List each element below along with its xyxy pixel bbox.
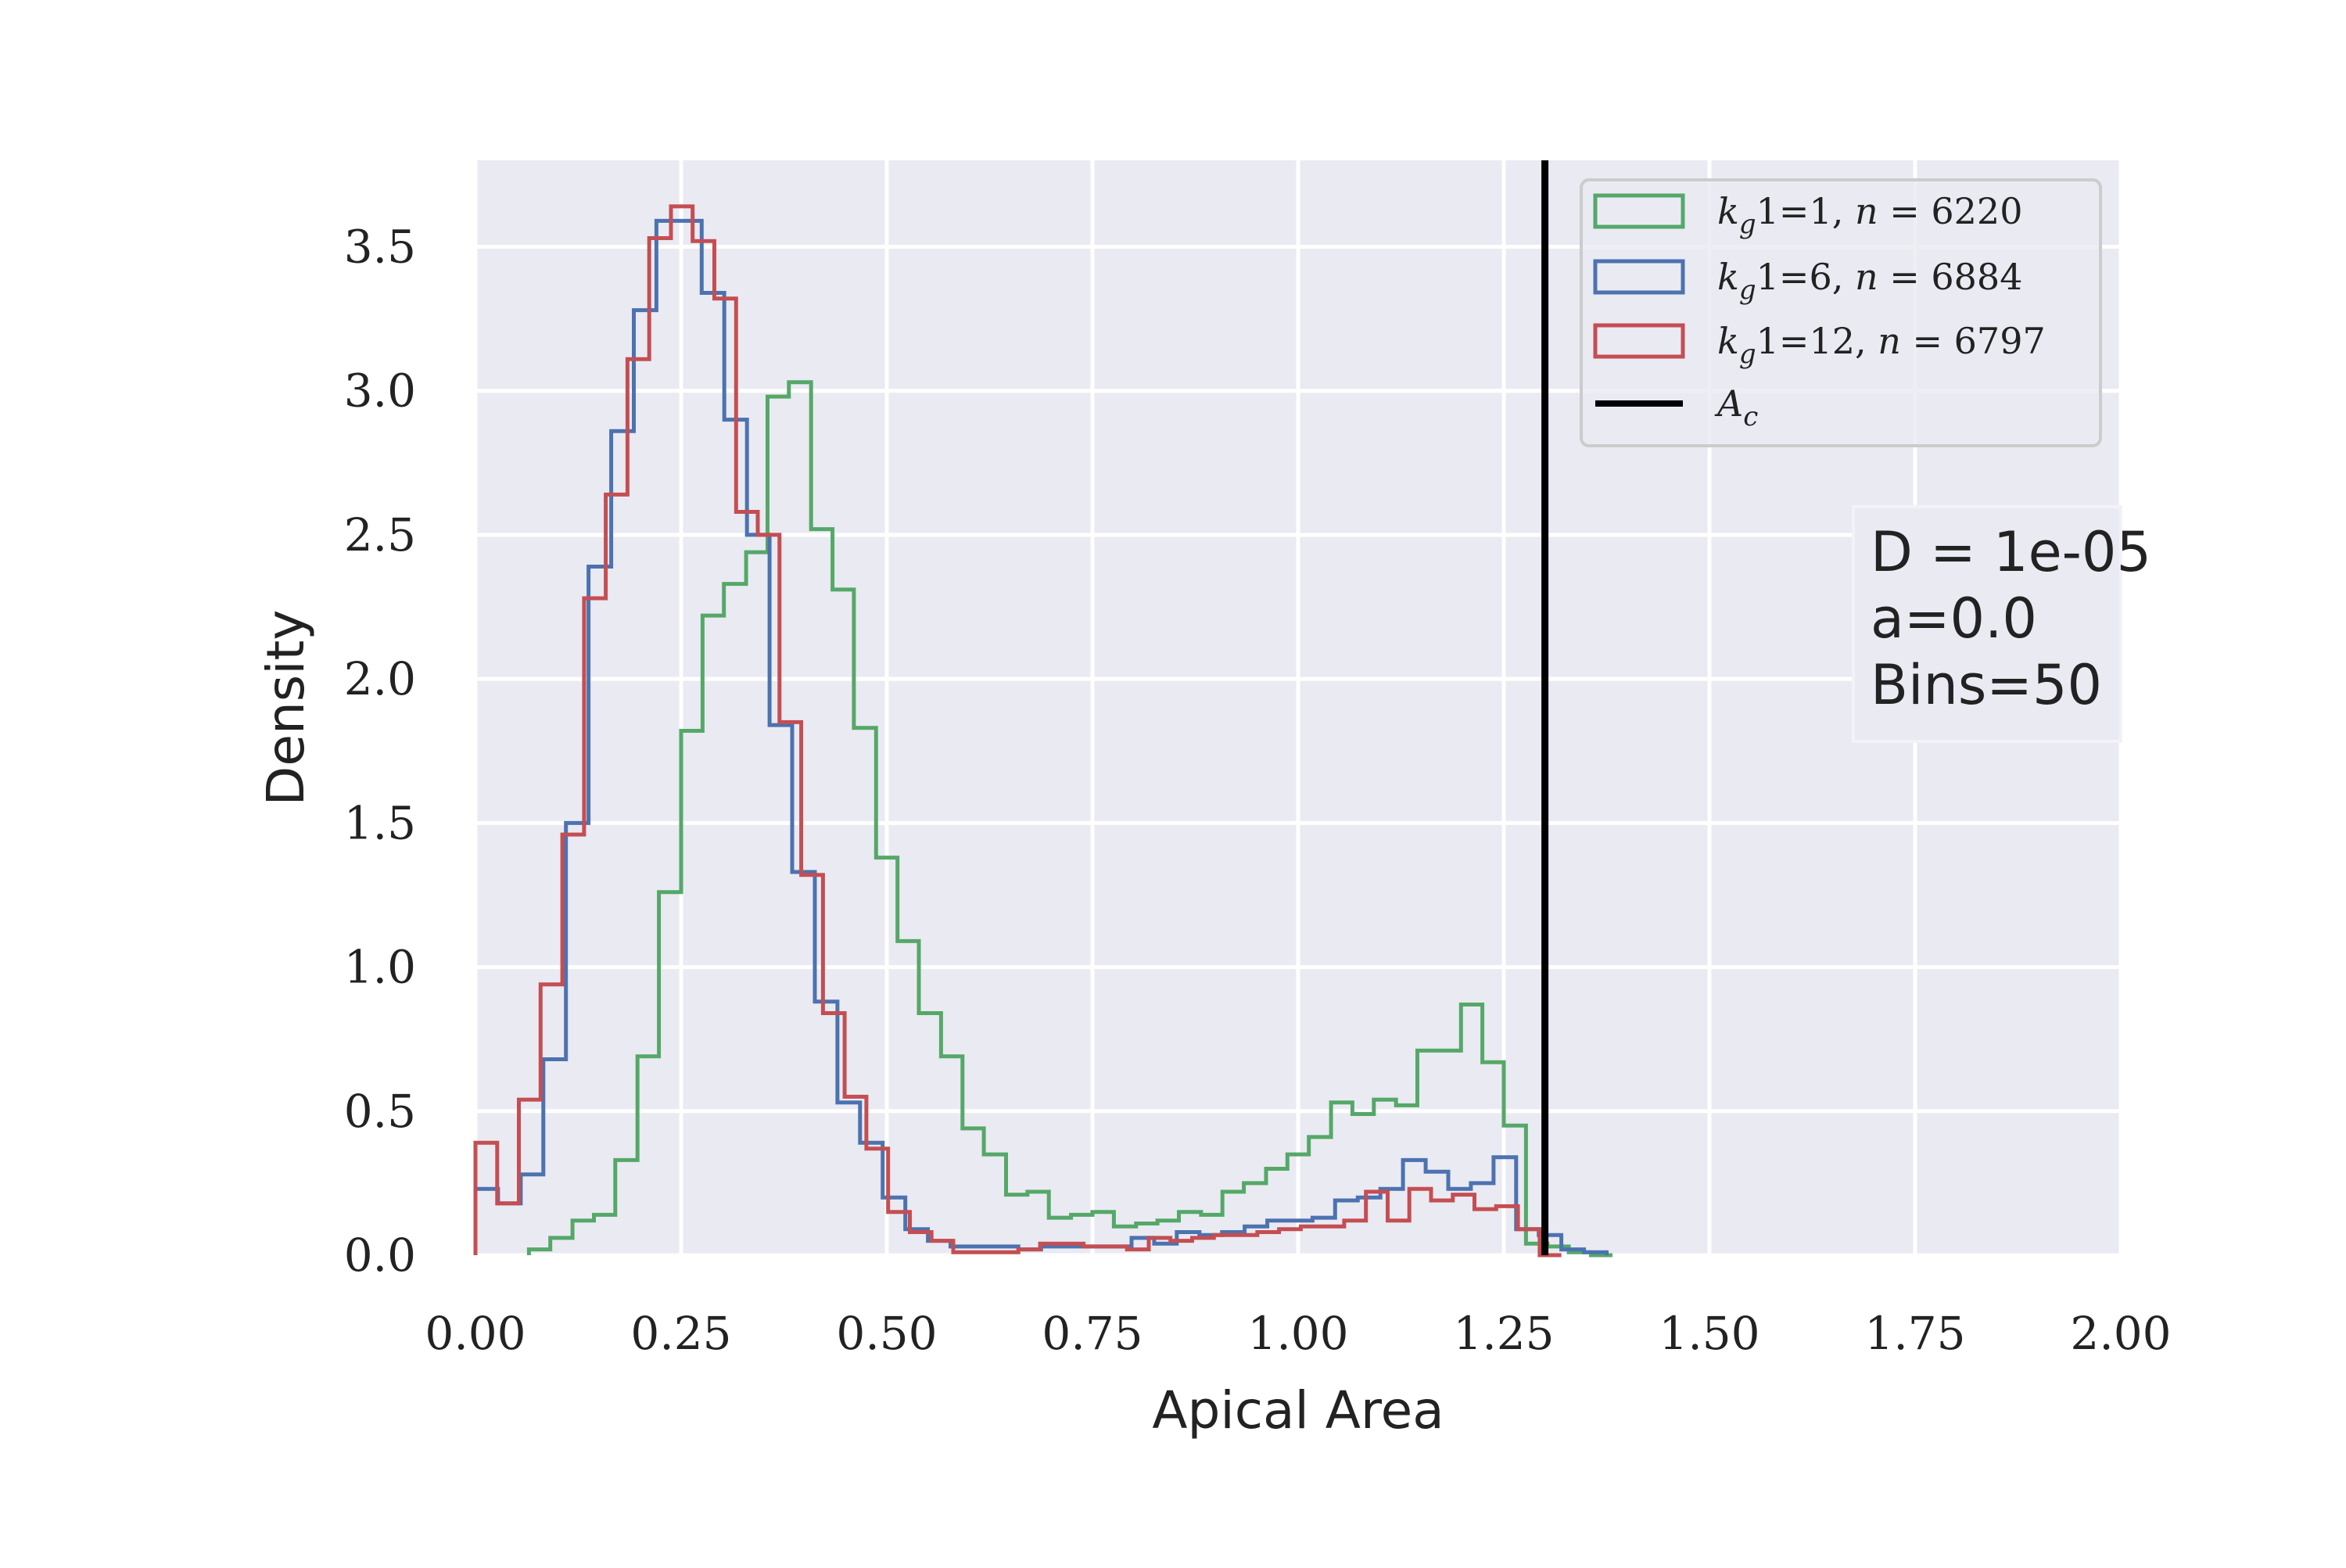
histogram-series-2	[473, 204, 1562, 1258]
x-tick-label: 0.75	[1042, 1307, 1143, 1360]
annotation-box	[1852, 505, 2122, 743]
y-tick-label: 0.0	[344, 1229, 416, 1282]
y-tick-label: 2.5	[344, 508, 416, 562]
y-tick-label: 1.0	[344, 941, 416, 994]
parameter-annotation: D = 1e-05 a=0.0 Bins=50	[1852, 505, 2151, 743]
y-tick-label: 0.5	[344, 1085, 416, 1138]
legend: kg1=1, n = 6220 kg1=6, n = 6884 kg1=12, n …	[1580, 178, 2102, 447]
legend-items: kg1=1, n = 6220 kg1=6, n = 6884 kg1=12, n …	[1593, 190, 2046, 432]
annotation-line-bins: Bins=50	[1871, 653, 2102, 717]
legend-label-critical-line: Ac	[1714, 382, 1758, 432]
legend-label-0: kg1=1, n = 6220	[1717, 190, 2022, 240]
legend-frame	[1580, 178, 2102, 447]
y-tick-label: 3.0	[344, 364, 416, 418]
y-tick-label: 2.0	[344, 652, 416, 705]
legend-swatch-0	[1593, 193, 1685, 229]
x-tick-label: 1.50	[1659, 1307, 1760, 1360]
x-tick-label: 2.00	[2070, 1307, 2171, 1360]
histogram-series-0	[526, 380, 1612, 1258]
legend-label-1: kg1=6, n = 6884	[1717, 256, 2022, 306]
y-axis-label: Density	[256, 610, 316, 806]
tick-labels: 0.00 0.25 0.50 0.75 1.00 1.25 1.50 1.75 2.00 0.0 0…	[344, 221, 2172, 1360]
series-layer	[473, 204, 1612, 1258]
legend-label-2: kg1=12, n = 6797	[1717, 320, 2046, 370]
x-tick-label: 1.00	[1247, 1307, 1348, 1360]
x-tick-label: 1.25	[1453, 1307, 1554, 1360]
x-tick-label: 1.75	[1864, 1307, 1965, 1360]
x-tick-label: 0.00	[425, 1307, 526, 1360]
y-tick-label: 3.5	[344, 221, 416, 274]
legend-swatch-1	[1593, 259, 1685, 295]
annotation-line-diffusion: D = 1e-05	[1871, 520, 2151, 584]
y-tick-label: 1.5	[344, 796, 416, 849]
x-tick-label: 0.50	[836, 1307, 937, 1360]
x-axis-label: Apical Area	[1152, 1380, 1444, 1441]
legend-swatch-2	[1593, 323, 1685, 359]
annotation-line-a: a=0.0	[1871, 587, 2037, 651]
x-tick-label: 0.25	[630, 1307, 731, 1360]
